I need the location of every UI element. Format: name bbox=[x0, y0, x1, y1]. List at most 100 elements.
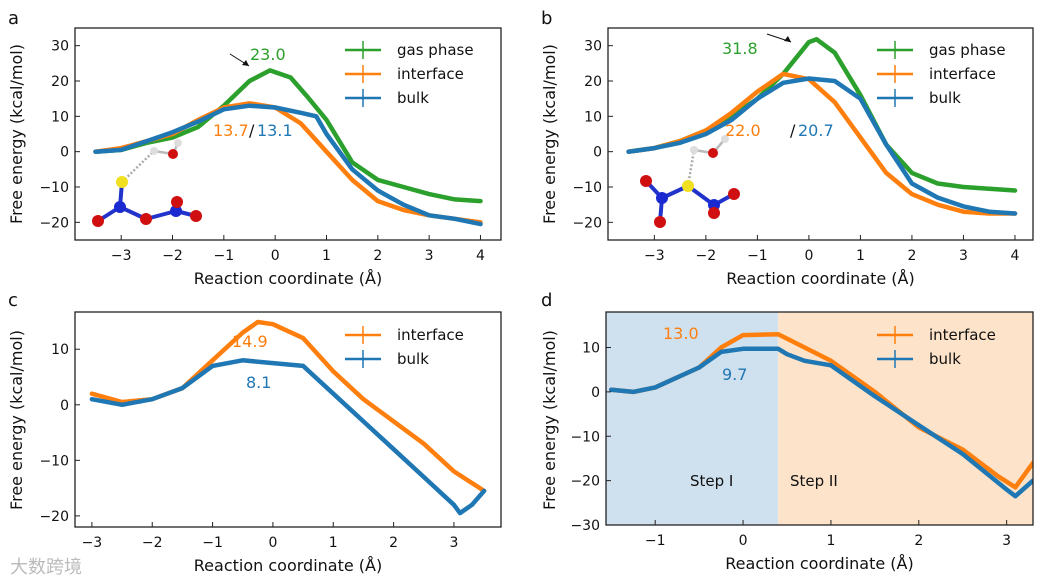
data-point bbox=[211, 364, 214, 368]
series-line-bulk bbox=[89, 358, 487, 516]
data-point bbox=[325, 132, 328, 136]
data-point bbox=[392, 420, 395, 423]
x-tick-label: 3 bbox=[425, 248, 434, 264]
panel-letter: b bbox=[541, 8, 552, 29]
y-tick-label: −20 bbox=[39, 509, 69, 525]
data-point bbox=[299, 122, 303, 125]
x-tick-label: 4 bbox=[476, 248, 485, 264]
series-line-bulk bbox=[609, 346, 1033, 499]
data-point bbox=[1013, 212, 1017, 215]
x-tick-label: 0 bbox=[268, 535, 277, 551]
y-tick-label: 10 bbox=[582, 341, 600, 357]
data-point bbox=[803, 359, 806, 363]
atom bbox=[656, 192, 668, 204]
x-tick-label: −1 bbox=[214, 248, 235, 264]
atom bbox=[640, 175, 652, 187]
data-point bbox=[1013, 189, 1017, 192]
data-point bbox=[884, 143, 888, 146]
x-tick-label: 2 bbox=[907, 248, 916, 264]
x-tick-label: 0 bbox=[271, 248, 280, 264]
annotation-gas: 23.0 bbox=[250, 45, 286, 64]
y-axis-label: Free energy (kcal/mol) bbox=[7, 330, 26, 510]
panel-d: Step I Step II−1 0 1 2 3−30−20−10010Reaction … bbox=[540, 290, 1034, 573]
y-tick-label: 10 bbox=[584, 109, 602, 125]
data-point bbox=[697, 366, 701, 369]
atom bbox=[682, 180, 694, 192]
annotation-interface: 14.9 bbox=[232, 332, 268, 351]
data-point bbox=[815, 38, 818, 41]
x-tick-label: 3 bbox=[1002, 533, 1011, 549]
data-point bbox=[1014, 494, 1017, 498]
data-point bbox=[119, 148, 123, 152]
x-tick-label: 3 bbox=[449, 535, 458, 551]
data-point bbox=[392, 448, 395, 451]
data-point bbox=[730, 111, 733, 115]
legend-label: interface bbox=[397, 65, 464, 83]
data-point bbox=[196, 120, 200, 123]
x-tick-label: −1 bbox=[747, 248, 768, 264]
data-point bbox=[452, 503, 456, 506]
data-point bbox=[211, 359, 214, 362]
data-point bbox=[299, 111, 303, 115]
y-tick-label: 10 bbox=[51, 342, 69, 358]
data-point bbox=[719, 350, 723, 354]
y-tick-label: 30 bbox=[51, 39, 69, 55]
data-point bbox=[350, 161, 354, 164]
panel-letter: c bbox=[8, 290, 18, 311]
annotation-sep: / bbox=[790, 121, 796, 140]
atom bbox=[708, 148, 718, 158]
data-point bbox=[301, 364, 305, 368]
data-point bbox=[996, 474, 1000, 478]
data-point bbox=[988, 210, 991, 213]
data-point bbox=[961, 448, 964, 451]
data-point bbox=[833, 79, 836, 83]
data-point bbox=[988, 187, 991, 190]
x-tick-label: 1 bbox=[322, 248, 331, 264]
y-tick-label: 0 bbox=[60, 398, 69, 414]
series-line-interface bbox=[89, 319, 487, 494]
data-point bbox=[756, 97, 759, 100]
atom bbox=[150, 147, 158, 155]
series-group bbox=[93, 68, 483, 227]
data-point bbox=[910, 192, 914, 196]
y-tick-label: 30 bbox=[584, 39, 602, 55]
data-point bbox=[777, 347, 780, 351]
data-point bbox=[332, 392, 335, 395]
data-point bbox=[678, 141, 682, 145]
data-point bbox=[94, 150, 97, 153]
data-point bbox=[120, 403, 124, 406]
data-point bbox=[807, 40, 811, 44]
data-point bbox=[402, 185, 405, 189]
annotation-bulk: 9.7 bbox=[722, 365, 747, 384]
legend-label: bulk bbox=[929, 350, 961, 368]
data-point bbox=[315, 115, 318, 118]
annotation-bulk: 13.1 bbox=[257, 121, 293, 140]
x-tick-label: −3 bbox=[644, 248, 665, 264]
data-point bbox=[704, 132, 708, 136]
data-point bbox=[453, 198, 457, 201]
data-point bbox=[325, 150, 328, 153]
y-axis-label: Free energy (kcal/mol) bbox=[540, 330, 559, 510]
y-tick-label: −20 bbox=[570, 474, 600, 490]
x-tick-label: 2 bbox=[389, 535, 398, 551]
y-tick-label: −10 bbox=[39, 180, 69, 196]
atom bbox=[114, 201, 126, 213]
data-point bbox=[781, 81, 785, 84]
axes-frame bbox=[74, 311, 502, 528]
data-point bbox=[873, 390, 877, 394]
data-point bbox=[427, 192, 431, 196]
data-point bbox=[271, 323, 275, 326]
series-group bbox=[626, 37, 1018, 216]
atom bbox=[708, 207, 720, 219]
data-point bbox=[376, 178, 380, 182]
series-line-gas-phase bbox=[626, 37, 1018, 193]
legend-label: gas phase bbox=[397, 41, 474, 59]
y-axis-label: Free energy (kcal/mol) bbox=[540, 44, 559, 224]
data-point bbox=[833, 101, 836, 104]
legend-label: gas phase bbox=[929, 41, 1006, 59]
x-tick-label: −2 bbox=[696, 248, 717, 264]
data-point bbox=[452, 470, 456, 473]
data-point bbox=[241, 359, 244, 362]
annotation-gas: 31.8 bbox=[722, 39, 758, 58]
